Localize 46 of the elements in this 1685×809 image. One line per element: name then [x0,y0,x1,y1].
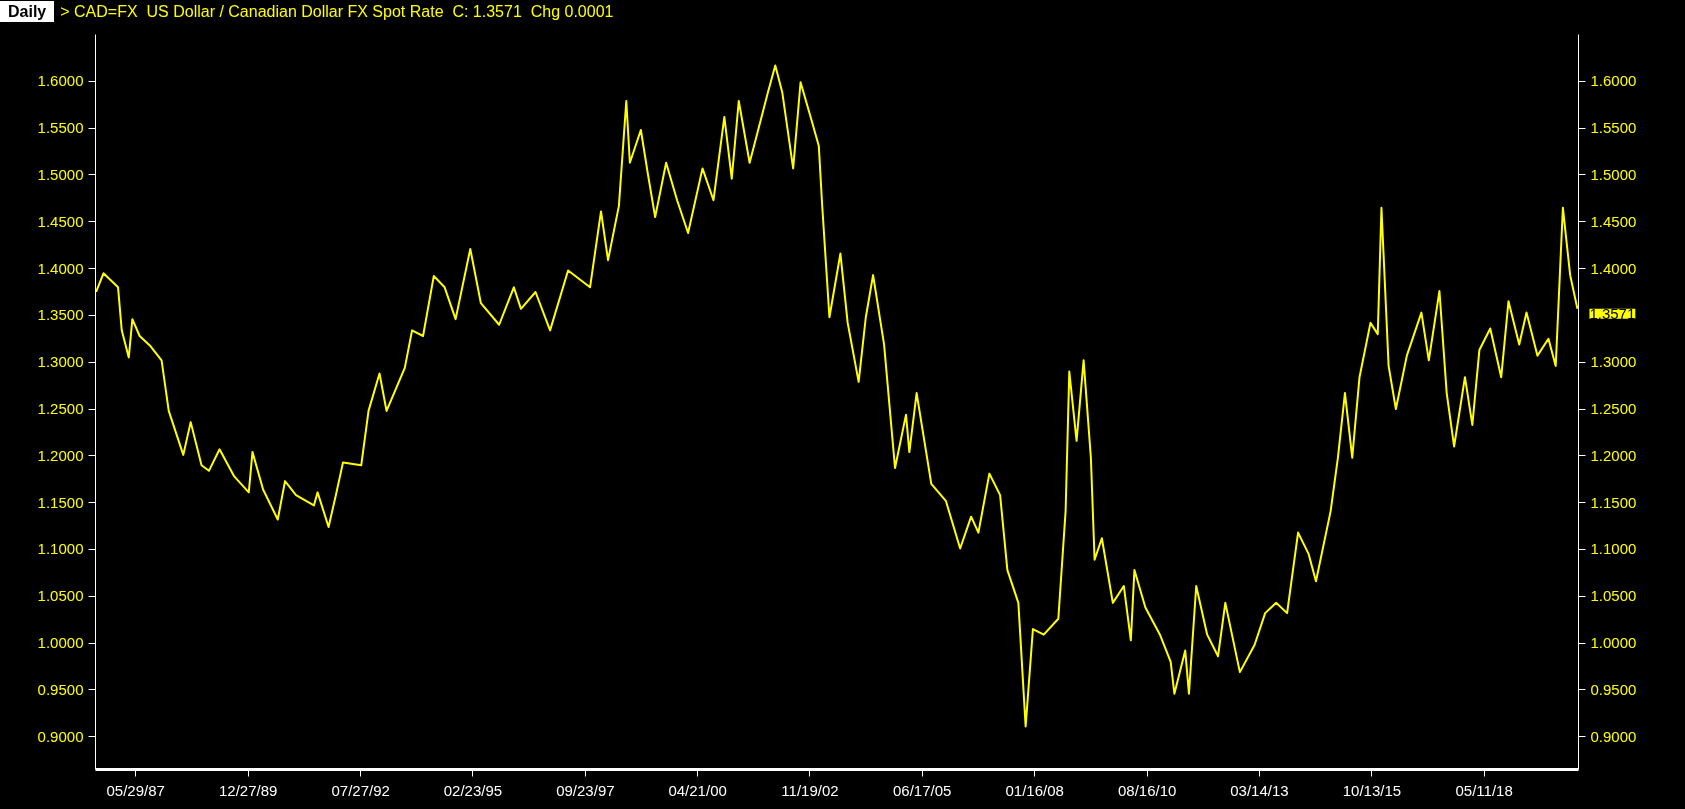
x-tick-label: 05/29/87 [106,781,165,799]
y-tick-label: 1.5000 [37,165,84,183]
y-tick-label: 0.9500 [37,680,84,698]
y-tick-label: 1.4500 [37,212,84,230]
x-tick-label: 10/13/15 [1342,781,1402,799]
x-tick-label: 06/17/05 [893,781,952,799]
y2-tick-label: 1.3000 [1590,353,1637,371]
y-tick-label: 1.5500 [37,119,84,137]
x-tick-label: 02/23/95 [443,781,503,799]
y-tick-label: 1.0000 [37,634,84,652]
y-tick-label: 0.9000 [37,727,84,745]
y-tick-label: 1.3000 [37,353,84,371]
y-tick-label: 1.6000 [37,72,84,90]
y2-tick-label: 1.1500 [1590,493,1637,511]
y-tick-label: 1.0500 [37,587,84,605]
y2-tick-label: 1.5500 [1590,119,1637,137]
y2-tick-label: 1.0500 [1590,587,1637,605]
y2-tick-label: 1.6000 [1590,72,1637,90]
chart-title: > CAD=FX US Dollar / Canadian Dollar FX Spot Rate C: 1.3571 Chg 0.0001 [60,3,614,20]
x-tick-label: 04/21/00 [668,781,727,799]
y2-tick-label: 0.9500 [1590,680,1637,698]
y2-tick-label: 0.9000 [1590,727,1637,745]
x-tick-label: 11/19/02 [781,781,839,799]
y2-tick-label: 1.5000 [1590,165,1637,183]
y2-tick-label: 1.2500 [1590,400,1637,418]
x-tick-label: 03/14/13 [1230,781,1289,799]
y-tick-label: 1.4000 [37,259,84,277]
text: Daily [0,1,55,22]
y-tick-label: 1.3500 [37,306,84,324]
y-tick-label: 1.2500 [37,400,84,418]
x-tick-label: 05/11/18 [1455,781,1513,799]
y-tick-label: 1.1500 [37,493,84,511]
x-tick-label: 01/16/08 [1005,781,1064,799]
annotation: 1.3571 [1589,304,1636,322]
y-tick-label: 1.1000 [37,540,84,558]
x-tick-label: 07/27/92 [331,781,390,799]
line-series [95,64,1579,728]
y2-tick-label: 1.4500 [1590,212,1637,230]
x-tick-label: 12/27/89 [218,781,278,799]
y2-tick-label: 1.0000 [1590,634,1637,652]
y2-tick-label: 1.4000 [1590,259,1637,277]
y2-tick-label: 1.1000 [1590,540,1637,558]
y-tick-label: 1.2000 [37,446,84,464]
x-tick-label: 09/23/97 [556,781,615,799]
x-tick-label: 08/16/10 [1117,781,1177,799]
y2-tick-label: 1.2000 [1590,446,1637,464]
